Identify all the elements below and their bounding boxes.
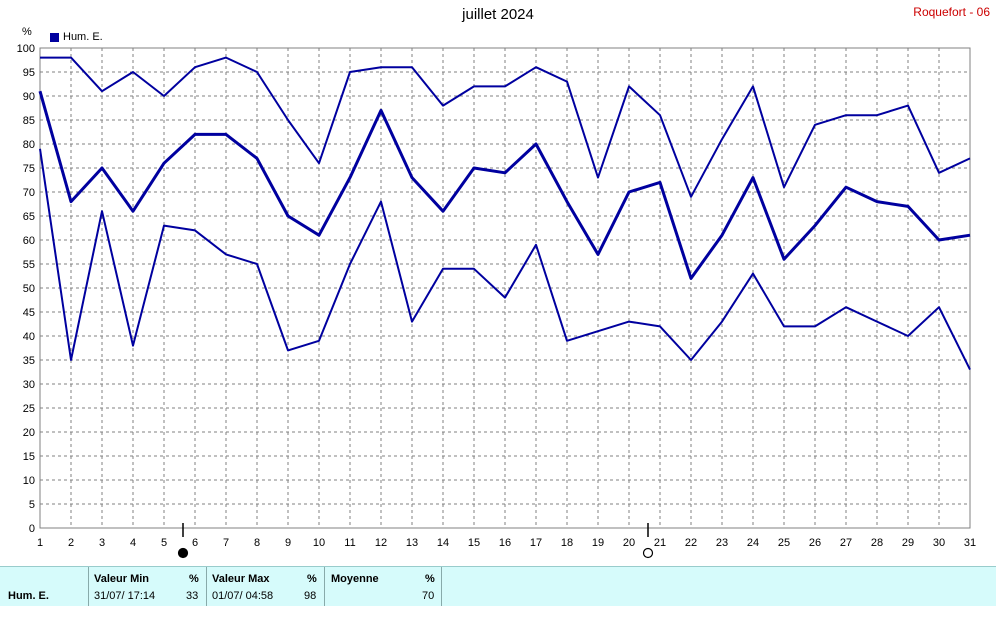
stats-divider bbox=[324, 567, 325, 606]
mean-value: 70 bbox=[422, 590, 435, 602]
y-tick-label: 55 bbox=[23, 259, 35, 271]
max-header: Valeur Max bbox=[212, 573, 270, 585]
new-moon-icon bbox=[177, 547, 189, 559]
y-tick-label: 40 bbox=[23, 331, 35, 343]
x-tick-label: 24 bbox=[747, 537, 759, 549]
x-tick-label: 7 bbox=[223, 537, 229, 549]
max-value: 98 bbox=[304, 590, 317, 602]
min-date: 31/07/ 17:14 bbox=[94, 590, 156, 602]
legend-swatch bbox=[50, 32, 59, 42]
y-tick-label: 10 bbox=[23, 475, 35, 487]
x-tick-label: 5 bbox=[161, 537, 167, 549]
x-tick-label: 4 bbox=[130, 537, 136, 549]
x-tick-label: 20 bbox=[623, 537, 635, 549]
y-tick-label: 60 bbox=[23, 235, 35, 247]
x-tick-label: 25 bbox=[778, 537, 790, 549]
x-tick-label: 14 bbox=[437, 537, 449, 549]
moon-markers bbox=[177, 523, 654, 559]
x-tick-labels: 1 2 3 4 5 6 7 8 9 10 11 12 13 14 15 16 17 18 19 20 21 22 23 24 2… bbox=[37, 537, 976, 549]
x-tick-label: 30 bbox=[933, 537, 945, 549]
x-tick-label: 26 bbox=[809, 537, 821, 549]
x-tick-label: 22 bbox=[685, 537, 697, 549]
y-tick-labels: 0 5 10 15 20 25 30 35 40 45 50 55 60 65 70 75 80 85 90 95 10… bbox=[17, 43, 35, 535]
stats-divider bbox=[441, 567, 442, 606]
max-unit: % bbox=[307, 573, 317, 585]
x-tick-label: 21 bbox=[654, 537, 666, 549]
stats-row-label: Hum. E. bbox=[8, 590, 49, 602]
x-tick-label: 16 bbox=[499, 537, 511, 549]
x-tick-label: 29 bbox=[902, 537, 914, 549]
mean-unit: % bbox=[425, 573, 435, 585]
y-tick-label: 85 bbox=[23, 115, 35, 127]
mean-header: Moyenne bbox=[331, 573, 379, 585]
y-tick-label: 50 bbox=[23, 283, 35, 295]
min-header: Valeur Min bbox=[94, 573, 150, 585]
x-tick-label: 8 bbox=[254, 537, 260, 549]
y-tick-label: 75 bbox=[23, 163, 35, 175]
legend-label: Hum. E. bbox=[63, 31, 103, 43]
x-tick-label: 9 bbox=[285, 537, 291, 549]
min-unit: % bbox=[189, 573, 199, 585]
x-tick-label: 13 bbox=[406, 537, 418, 549]
series-line-min bbox=[39, 148, 971, 371]
series-line-mean bbox=[38, 90, 971, 280]
y-tick-label: 25 bbox=[23, 403, 35, 415]
y-tick-label: 45 bbox=[23, 307, 35, 319]
max-date: 01/07/ 04:58 bbox=[212, 590, 274, 602]
stats-divider bbox=[206, 567, 207, 606]
station-name: Roquefort - 06 bbox=[913, 5, 990, 19]
y-tick-label: 70 bbox=[23, 187, 35, 199]
stats-table: Hum. E. Valeur Min % 31/07/ 17:14 33 Val… bbox=[0, 566, 996, 606]
y-tick-label: 100 bbox=[17, 43, 35, 55]
x-tick-label: 11 bbox=[344, 537, 355, 549]
x-tick-label: 18 bbox=[561, 537, 573, 549]
y-tick-label: 95 bbox=[23, 67, 35, 79]
y-tick-label: 35 bbox=[23, 355, 35, 367]
y-tick-label: 65 bbox=[23, 211, 35, 223]
chart-title: juillet 2024 bbox=[462, 6, 534, 23]
y-tick-label: 15 bbox=[23, 451, 35, 463]
x-tick-label: 15 bbox=[468, 537, 480, 549]
stats-divider bbox=[88, 567, 89, 606]
x-tick-label: 2 bbox=[68, 537, 74, 549]
legend: Hum. E. bbox=[50, 31, 103, 43]
humidity-chart: 0510152025303540455055606570758085909510… bbox=[17, 43, 976, 559]
x-tick-label: 31 bbox=[964, 537, 976, 549]
x-tick-label: 28 bbox=[871, 537, 883, 549]
y-axis-unit: % bbox=[22, 26, 32, 38]
min-value: 33 bbox=[186, 590, 199, 602]
y-tick-label: 20 bbox=[23, 427, 35, 439]
series-lines bbox=[38, 56, 971, 371]
y-tick-label: 5 bbox=[29, 499, 35, 511]
y-tick-label: 90 bbox=[23, 91, 35, 103]
x-tick-label: 23 bbox=[716, 537, 728, 549]
x-tick-label: 12 bbox=[375, 537, 387, 549]
x-tick-label: 1 bbox=[37, 537, 43, 549]
x-tick-label: 19 bbox=[592, 537, 604, 549]
x-tick-label: 27 bbox=[840, 537, 852, 549]
full-moon-icon bbox=[642, 547, 654, 559]
x-tick-label: 3 bbox=[99, 537, 105, 549]
series-line-max bbox=[40, 56, 971, 198]
x-tick-label: 6 bbox=[192, 537, 198, 549]
x-tick-label: 17 bbox=[530, 537, 542, 549]
x-tick-label: 10 bbox=[313, 537, 325, 549]
y-tick-label: 30 bbox=[23, 379, 35, 391]
grid bbox=[40, 48, 970, 528]
y-tick-label: 80 bbox=[23, 139, 35, 151]
y-tick-label: 0 bbox=[29, 523, 35, 535]
